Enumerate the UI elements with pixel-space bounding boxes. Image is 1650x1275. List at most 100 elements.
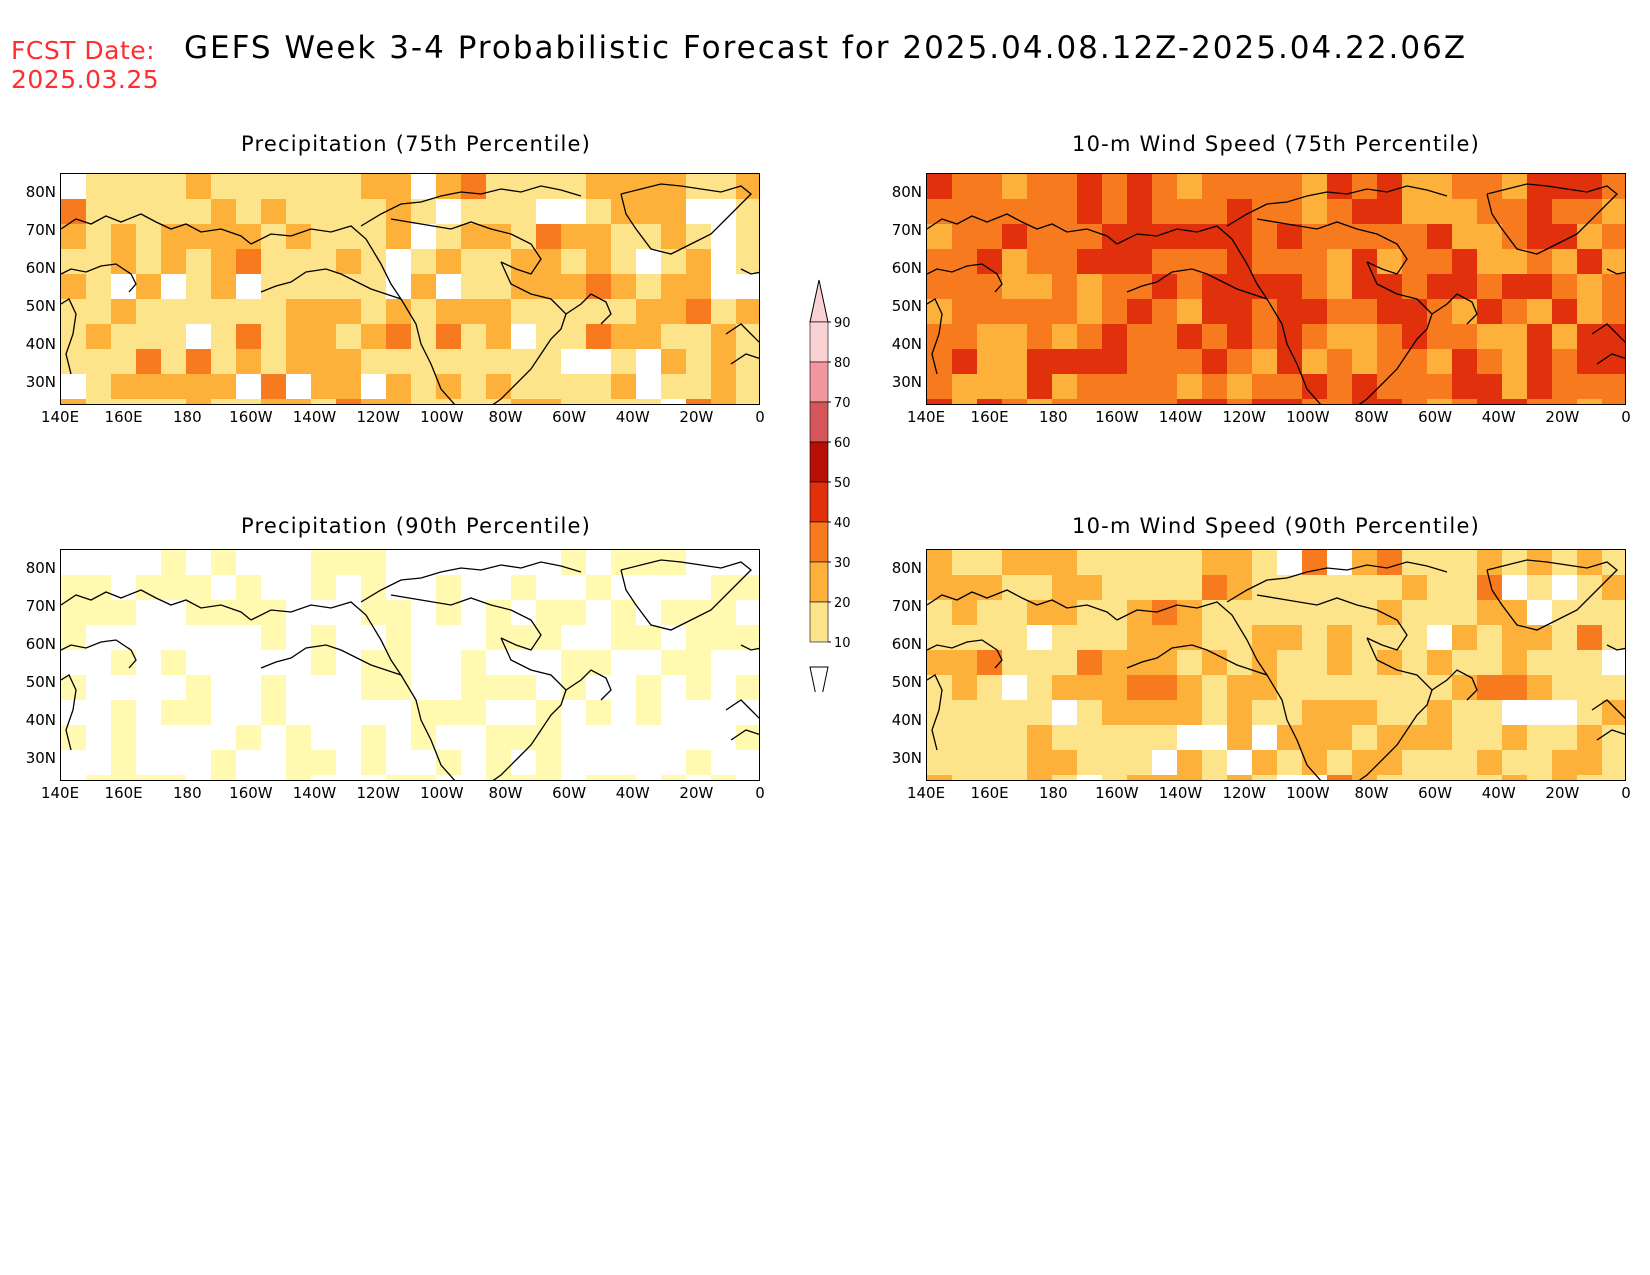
field-cell: [736, 299, 759, 325]
field-cell: [1352, 174, 1378, 200]
field-cell: [1477, 399, 1503, 404]
field-cell: [211, 750, 237, 776]
field-cell: [1127, 625, 1153, 651]
field-cell: [1002, 374, 1028, 400]
field-cell: [1077, 600, 1103, 626]
field-cell: [186, 600, 212, 626]
field-cell: [1302, 575, 1328, 601]
field-cell: [1402, 700, 1428, 726]
field-cell: [1377, 675, 1403, 701]
colorbar-label: 50: [834, 476, 851, 491]
field-cell: [1052, 349, 1078, 375]
field-cell: [1552, 750, 1578, 776]
field-cell: [61, 224, 87, 250]
field-cell: [636, 750, 662, 776]
field-cell: [1452, 725, 1478, 751]
field-cell: [1252, 750, 1278, 776]
field-cell: [1477, 725, 1503, 751]
field-cell: [1252, 224, 1278, 250]
field-cell: [686, 349, 712, 375]
field-cell: [661, 575, 687, 601]
map-field-wind90: [927, 550, 1625, 780]
colorbar-label: 60: [834, 436, 851, 451]
lon-tick-label: 160W: [229, 408, 273, 426]
field-cell: [86, 374, 112, 400]
field-cell: [511, 725, 537, 751]
field-cell: [361, 299, 387, 325]
field-cell: [1077, 299, 1103, 325]
colorbar-label: 90: [834, 316, 851, 331]
field-cell: [1502, 575, 1528, 601]
field-cell: [1277, 274, 1303, 300]
field-cell: [1502, 725, 1528, 751]
field-cell: [1427, 550, 1453, 576]
lat-tick-label: 30N: [25, 373, 56, 391]
field-cell: [1077, 274, 1103, 300]
field-cell: [186, 199, 212, 225]
field-cell: [261, 625, 287, 651]
field-cell: [336, 750, 362, 776]
field-cell: [561, 675, 587, 701]
field-cell: [136, 199, 162, 225]
field-cell: [711, 174, 737, 200]
field-cell: [1102, 725, 1128, 751]
field-cell: [136, 550, 162, 576]
field-cell: [1577, 349, 1603, 375]
field-cell: [111, 349, 137, 375]
field-cell: [486, 675, 512, 701]
field-cell: [511, 299, 537, 325]
field-cell: [361, 775, 387, 780]
field-cell: [686, 750, 712, 776]
field-cell: [236, 650, 262, 676]
field-cell: [1377, 575, 1403, 601]
panel-title-precip75: Precipitation (75th Percentile): [240, 132, 592, 156]
field-cell: [661, 174, 687, 200]
field-cell: [952, 675, 978, 701]
field-cell: [711, 249, 737, 275]
field-cell: [952, 600, 978, 626]
field-cell: [561, 750, 587, 776]
field-cell: [611, 550, 637, 576]
field-cell: [927, 224, 953, 250]
field-cell: [977, 249, 1003, 275]
field-cell: [411, 174, 437, 200]
field-cell: [411, 199, 437, 225]
field-cell: [736, 224, 759, 250]
field-cell: [186, 550, 212, 576]
field-cell: [1602, 174, 1625, 200]
field-cell: [977, 550, 1003, 576]
field-cell: [486, 249, 512, 275]
field-cell: [1127, 399, 1153, 404]
lat-tick-label: 80N: [891, 183, 922, 201]
lon-tick-label: 40W: [615, 408, 650, 426]
lat-tick-label: 40N: [891, 711, 922, 729]
field-cell: [1577, 374, 1603, 400]
field-cell: [211, 550, 237, 576]
field-cell: [927, 750, 953, 776]
field-cell: [361, 324, 387, 350]
field-cell: [336, 399, 362, 404]
field-cell: [661, 600, 687, 626]
field-cell: [736, 625, 759, 651]
field-cell: [86, 174, 112, 200]
field-cell: [61, 600, 87, 626]
field-cell: [1302, 249, 1328, 275]
field-cell: [1477, 575, 1503, 601]
lon-tick-label: 140E: [40, 408, 80, 426]
field-cell: [636, 399, 662, 404]
field-cell: [611, 700, 637, 726]
field-cell: [1577, 299, 1603, 325]
field-cell: [1077, 249, 1103, 275]
field-cell: [1552, 675, 1578, 701]
field-cell: [1227, 349, 1253, 375]
map-precip75: [60, 173, 760, 405]
field-cell: [1552, 374, 1578, 400]
field-cell: [736, 575, 759, 601]
field-cell: [1152, 550, 1178, 576]
field-cell: [86, 274, 112, 300]
field-cell: [1252, 775, 1278, 780]
lat-tick-label: 60N: [891, 259, 922, 277]
field-cell: [361, 675, 387, 701]
field-cell: [1052, 199, 1078, 225]
field-cell: [1352, 750, 1378, 776]
